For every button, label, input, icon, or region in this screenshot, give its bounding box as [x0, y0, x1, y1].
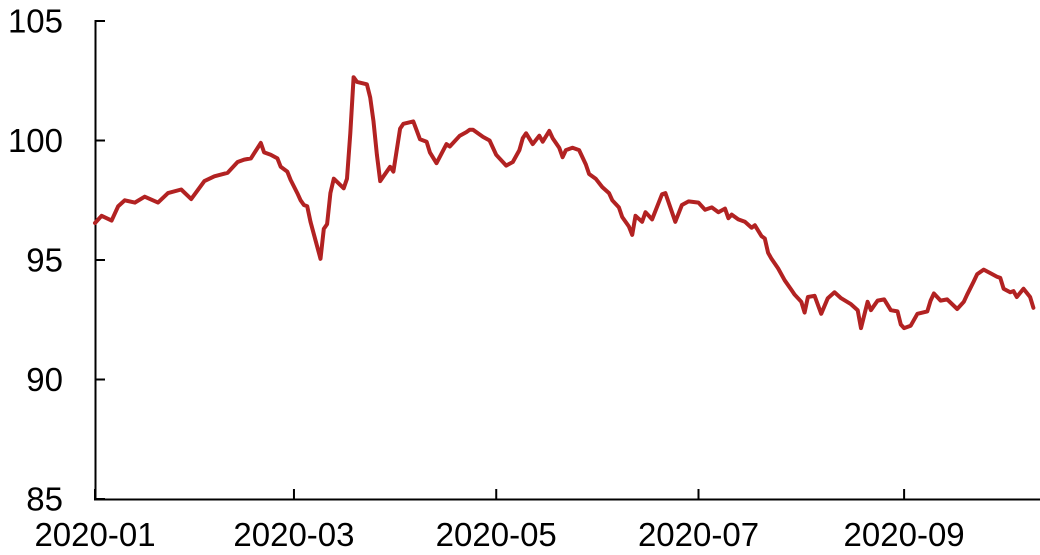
y-tick-label: 100: [8, 122, 63, 159]
y-tick-label: 90: [26, 361, 63, 398]
y-tick-label: 105: [8, 3, 63, 40]
price-line: [93, 75, 1036, 331]
x-tick-label: 2020-01: [34, 516, 155, 553]
y-tick-label: 95: [26, 242, 63, 279]
x-tick-label: 2020-03: [233, 516, 354, 553]
x-tick-label: 2020-07: [638, 516, 759, 553]
y-tick-label: 85: [26, 481, 63, 518]
x-tick-label: 2020-09: [844, 516, 965, 553]
x-tick-label: 2020-05: [436, 516, 557, 553]
